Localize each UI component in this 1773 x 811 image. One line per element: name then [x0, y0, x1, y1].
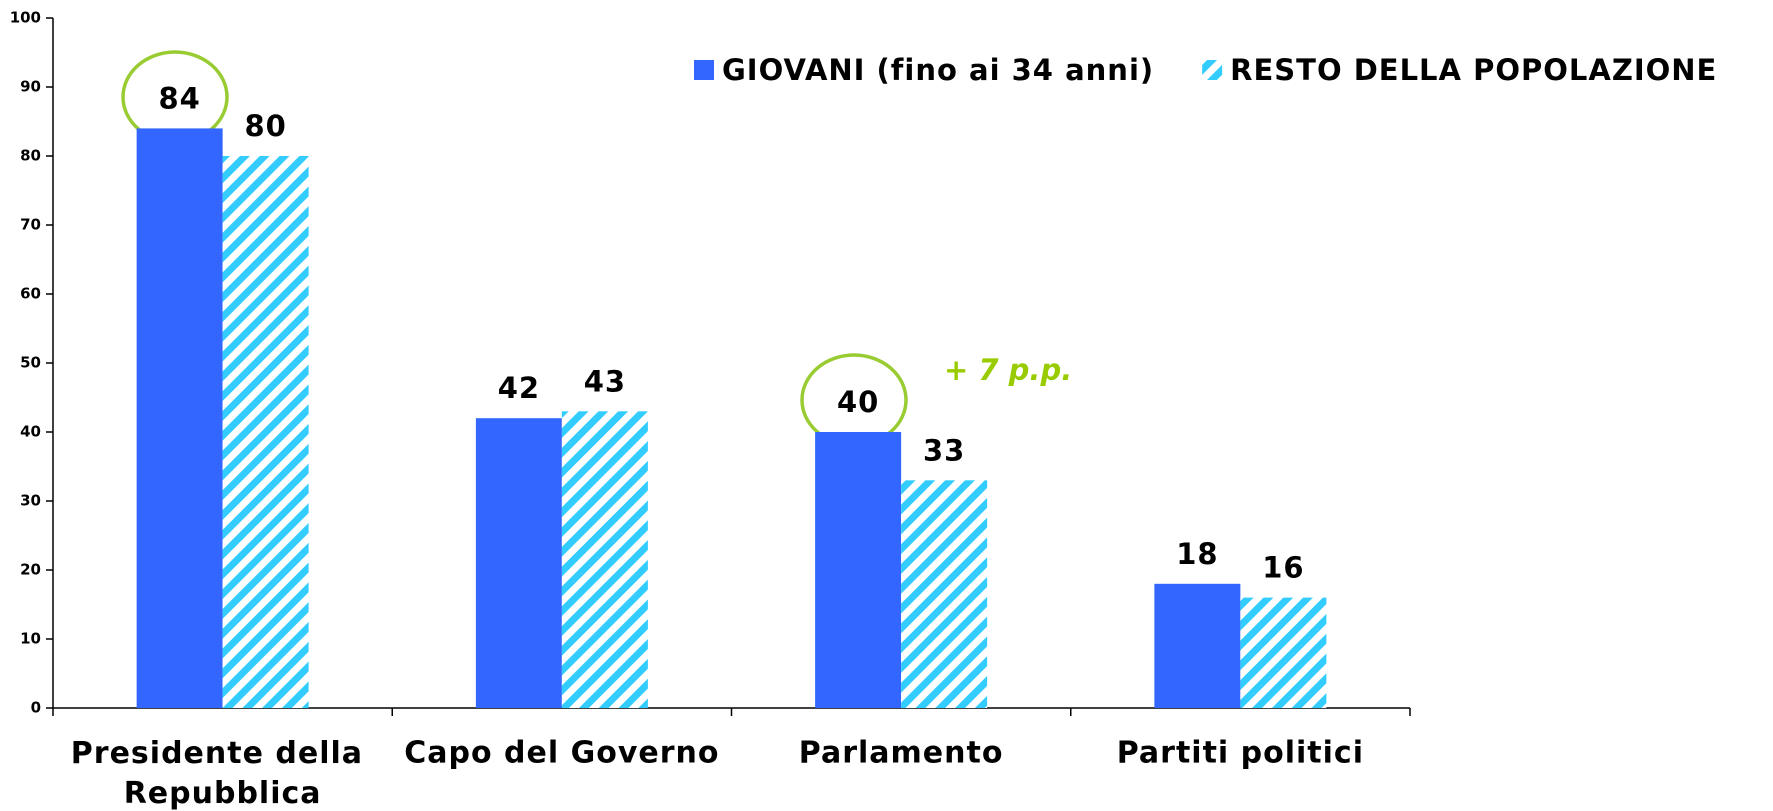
- y-tick-label: 70: [20, 216, 41, 234]
- y-tick-label: 60: [20, 285, 41, 303]
- value-label: 42: [498, 371, 540, 405]
- x-tick-label: Partiti politici: [1117, 736, 1364, 771]
- bar: [901, 480, 988, 708]
- bar: [222, 156, 309, 708]
- y-tick-label: 90: [20, 78, 41, 96]
- x-tick-label: Capo del Governo: [404, 736, 719, 771]
- y-tick-label: 40: [20, 423, 41, 441]
- legend-swatch: [694, 60, 714, 80]
- legend-swatch: [1202, 60, 1223, 80]
- y-tick-label: 50: [20, 354, 41, 372]
- legend-label: GIOVANI (fino ai 34 anni): [722, 53, 1154, 87]
- value-label: 18: [1176, 537, 1218, 571]
- y-tick-label: 100: [10, 9, 41, 27]
- y-tick-label: 20: [20, 561, 41, 579]
- annotation: + 7 p.p.: [944, 353, 1072, 387]
- y-tick-label: 30: [20, 492, 41, 510]
- x-tick-label: Presidente della Repubblica: [71, 736, 375, 811]
- y-tick-label: 80: [20, 147, 41, 165]
- value-label: 43: [584, 364, 626, 398]
- bar: [561, 411, 648, 708]
- bar: [475, 418, 562, 708]
- bar: [136, 128, 223, 708]
- bar: [1240, 597, 1327, 708]
- y-tick-label: 0: [31, 699, 41, 717]
- x-tick-label: Parlamento: [799, 736, 1004, 771]
- value-label: 40: [837, 385, 879, 419]
- y-tick-label: 10: [20, 630, 41, 648]
- legend-label: RESTO DELLA POPOLAZIONE: [1230, 53, 1717, 87]
- value-label: 16: [1262, 551, 1304, 585]
- x-tick-label-line: Repubblica: [124, 776, 322, 811]
- value-label: 80: [244, 109, 286, 143]
- value-label: 33: [923, 433, 965, 467]
- value-label: 84: [158, 81, 200, 115]
- bar: [1154, 583, 1241, 708]
- bar: [815, 432, 902, 708]
- x-tick-label-line: Presidente della: [71, 736, 375, 771]
